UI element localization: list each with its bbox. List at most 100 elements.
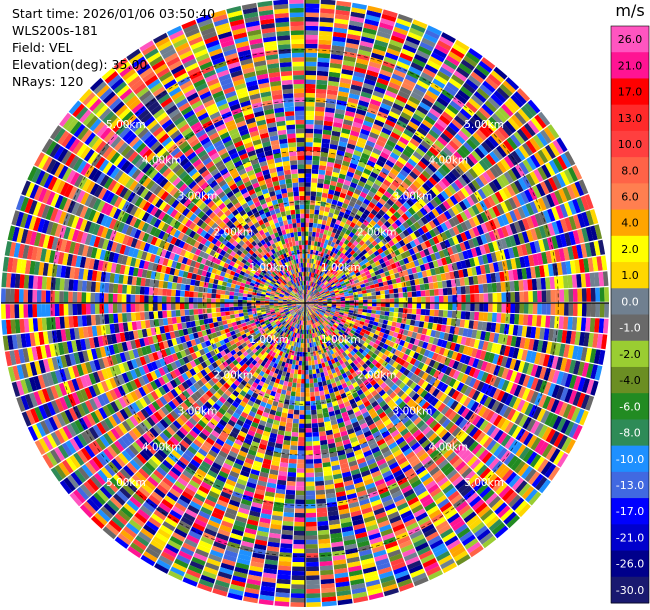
velocity-cell (540, 315, 547, 328)
velocity-cell (406, 174, 416, 183)
velocity-cell (363, 168, 372, 176)
velocity-cell (443, 303, 449, 310)
velocity-cell (313, 214, 319, 219)
velocity-cell (316, 84, 327, 90)
velocity-cell (509, 313, 515, 325)
velocity-cell (338, 141, 348, 148)
velocity-cell (351, 228, 358, 235)
velocity-cell (310, 191, 317, 197)
velocity-cell (340, 77, 352, 85)
velocity-cell (379, 131, 390, 140)
velocity-cell (298, 360, 302, 366)
velocity-cell (416, 308, 422, 315)
velocity-cell (294, 405, 300, 411)
velocity-cell (421, 97, 434, 108)
velocity-cell (375, 115, 387, 123)
velocity-cell (343, 256, 350, 262)
velocity-cell (366, 312, 372, 317)
velocity-cell (294, 512, 305, 518)
velocity-cell (374, 143, 384, 152)
velocity-cell (305, 168, 312, 174)
velocity-cell (352, 240, 359, 247)
velocity-cell (305, 7, 320, 13)
velocity-cell (320, 399, 327, 405)
velocity-cell (411, 314, 417, 320)
velocity-cell (337, 95, 348, 102)
velocity-cell (496, 313, 502, 323)
velocity-cell (415, 176, 425, 186)
velocity-cell (310, 292, 314, 297)
velocity-cell (452, 96, 465, 108)
velocity-cell (326, 166, 334, 172)
velocity-cell (396, 208, 405, 216)
velocity-cell (292, 557, 305, 563)
velocity-cell (396, 140, 407, 149)
velocity-cell (423, 136, 434, 147)
velocity-cell (469, 117, 482, 129)
velocity-cell (505, 313, 511, 324)
velocity-cell (387, 171, 397, 180)
velocity-cell (443, 295, 449, 303)
velocity-cell (400, 193, 409, 202)
velocity-cell (305, 159, 312, 165)
velocity-cell (313, 278, 316, 283)
velocity-cell (327, 157, 336, 163)
velocity-cell (459, 108, 472, 120)
velocity-cell (351, 7, 366, 15)
velocity-cell (372, 183, 380, 191)
velocity-cell (294, 369, 298, 375)
velocity-cell (385, 298, 390, 303)
velocity-cell (305, 115, 314, 120)
velocity-cell (307, 338, 310, 344)
velocity-cell (375, 314, 381, 319)
velocity-cell (306, 593, 321, 599)
velocity-cell (420, 290, 426, 297)
velocity-cell (424, 283, 430, 290)
velocity-cell (581, 303, 587, 317)
velocity-cell (389, 183, 398, 192)
velocity-cell (437, 136, 448, 147)
velocity-cell (362, 293, 368, 297)
velocity-cell (541, 290, 547, 302)
velocity-cell (305, 48, 318, 53)
velocity-cell (409, 138, 420, 147)
velocity-cell (320, 151, 329, 158)
velocity-cell (361, 152, 370, 160)
velocity-cell (326, 270, 331, 276)
velocity-cell (284, 376, 290, 382)
velocity-cell (334, 158, 343, 165)
velocity-cell (349, 295, 354, 299)
velocity-cell (349, 255, 355, 261)
velocity-cell (369, 131, 379, 140)
velocity-cell (496, 87, 510, 100)
velocity-cell (314, 264, 318, 269)
velocity-cell (351, 177, 359, 185)
velocity-cell (316, 255, 320, 261)
velocity-cell (314, 236, 319, 242)
velocity-cell (402, 292, 408, 298)
velocity-cell (418, 186, 428, 195)
velocity-cell (318, 233, 324, 239)
velocity-cell (368, 236, 375, 243)
velocity-cell (305, 57, 317, 62)
velocity-cell (436, 96, 449, 108)
velocity-cell (379, 22, 394, 31)
velocity-cell (470, 294, 475, 303)
velocity-cell (371, 291, 377, 296)
velocity-cell (305, 405, 311, 411)
velocity-cell (297, 445, 305, 451)
velocity-cell (500, 282, 506, 292)
velocity-cell (361, 31, 376, 40)
velocity-cell (423, 153, 433, 163)
velocity-cell (397, 196, 406, 205)
velocity-cell (408, 95, 421, 106)
velocity-cell (285, 422, 293, 428)
velocity-cell (313, 382, 319, 388)
velocity-cell (465, 78, 479, 91)
velocity-cell (324, 116, 334, 122)
velocity-cell (581, 288, 587, 302)
velocity-cell (305, 12, 319, 18)
velocity-cell (297, 459, 305, 464)
velocity-cell (298, 342, 301, 348)
velocity-cell (397, 56, 412, 66)
